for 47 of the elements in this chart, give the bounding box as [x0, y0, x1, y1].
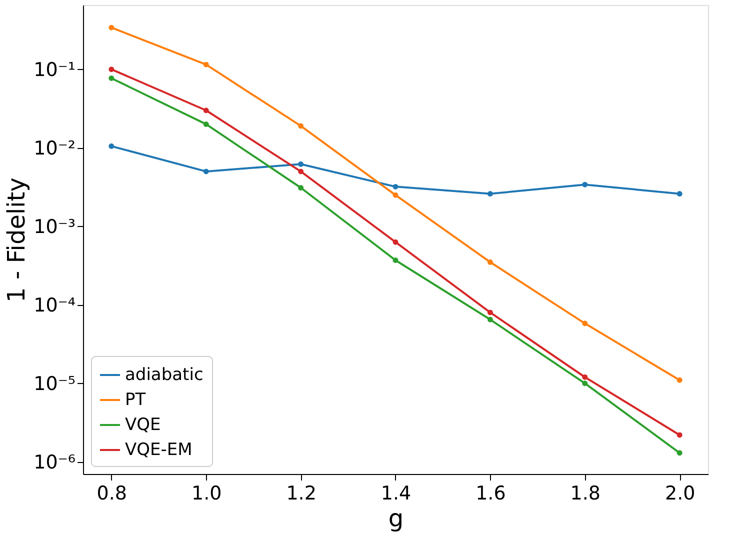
point — [676, 377, 682, 383]
point — [203, 108, 209, 114]
x-tick-label: 1.0 — [191, 482, 222, 504]
point — [676, 450, 682, 456]
point — [298, 168, 304, 174]
x-tick-label: 2.0 — [664, 482, 696, 504]
x-tick-label: 1.4 — [380, 482, 412, 504]
point — [582, 320, 588, 326]
point — [203, 121, 209, 127]
legend-label: VQE — [125, 415, 161, 435]
x-tick-label: 0.8 — [96, 482, 128, 504]
point — [676, 432, 682, 438]
point — [487, 310, 493, 316]
point — [582, 182, 588, 188]
point — [392, 184, 398, 190]
point — [582, 380, 588, 386]
point — [298, 123, 304, 129]
point — [108, 24, 114, 30]
point — [392, 239, 398, 245]
y-tick-label: 10⁻⁵ — [34, 372, 76, 395]
point — [203, 62, 209, 68]
x-tick-label: 1.8 — [570, 482, 601, 504]
point — [392, 258, 398, 263]
point — [582, 374, 588, 380]
point — [298, 161, 304, 167]
point — [298, 185, 304, 190]
x-tick-label: 1.2 — [286, 482, 316, 504]
y-tick-label: 10⁻² — [34, 137, 76, 160]
point — [487, 316, 493, 322]
y-tick-label: 10⁻¹ — [34, 58, 76, 81]
point — [676, 191, 682, 196]
y-tick-label: 10⁻⁶ — [34, 451, 76, 474]
point — [203, 168, 209, 174]
x-tick-label: 1.6 — [476, 482, 506, 504]
y-axis-title: 1 - Fidelity — [2, 178, 31, 302]
point — [392, 192, 398, 198]
legend-label: adiabatic — [125, 365, 204, 385]
y-tick-label: 10⁻⁴ — [34, 294, 76, 316]
point — [487, 191, 493, 196]
point — [487, 259, 493, 265]
y-tick-label: 10⁻³ — [34, 216, 76, 238]
x-axis-title: g — [388, 504, 404, 532]
legend-label: VQE-EM — [125, 440, 192, 460]
point — [108, 66, 114, 72]
point — [108, 76, 114, 81]
legend-label: PT — [125, 390, 146, 410]
point — [108, 143, 114, 149]
